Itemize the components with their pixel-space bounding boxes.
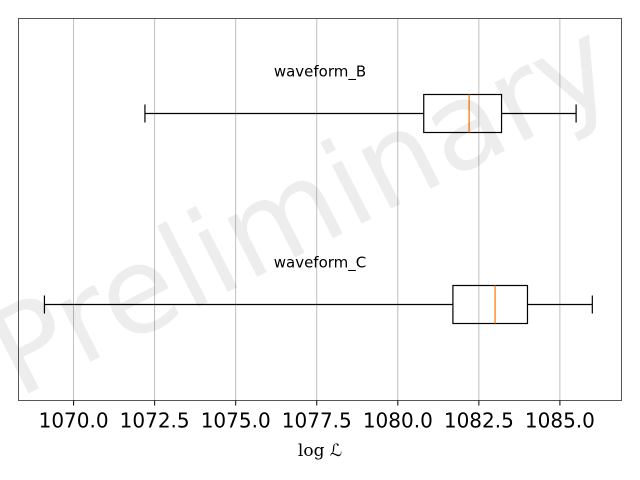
x-tick-label: 1082.5 <box>444 409 514 433</box>
x-tick-label: 1075.0 <box>201 409 271 433</box>
box-series: waveform_B waveform_C <box>43 63 593 325</box>
grid-lines <box>73 18 561 401</box>
box-waveform_B: waveform_B <box>144 63 577 134</box>
x-tick-label: 1077.5 <box>282 409 352 433</box>
series-label: waveform_B <box>274 63 366 82</box>
x-tick-label: 1085.0 <box>525 409 595 433</box>
series-label: waveform_C <box>274 254 367 273</box>
x-tick-label: 1070.0 <box>39 409 109 433</box>
x-axis-ticks: 1070.0 1072.5 1075.0 1077.5 1080.0 1082.5 1085… <box>39 400 595 433</box>
iqr-box <box>423 93 503 134</box>
x-axis-label: log ℒ <box>298 441 342 461</box>
box-waveform_C: waveform_C <box>43 254 593 325</box>
x-tick-label: 1080.0 <box>363 409 433 433</box>
plot-frame <box>18 18 622 401</box>
x-tick-label: 1072.5 <box>120 409 190 433</box>
iqr-box <box>452 284 529 325</box>
